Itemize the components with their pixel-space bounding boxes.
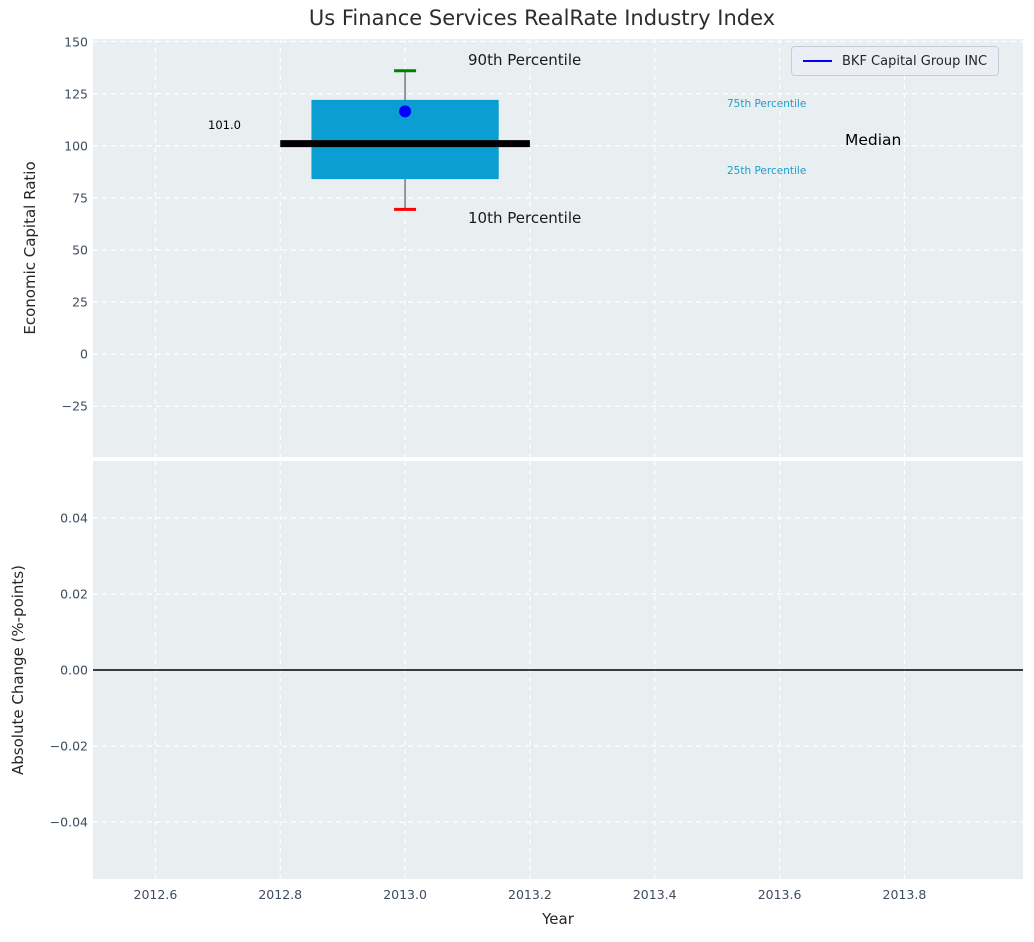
top-y-tick-label: 0 [80, 346, 88, 362]
legend-line-icon [803, 60, 832, 62]
x-tick-label: 2013.0 [383, 887, 427, 902]
legend: BKF Capital Group INC [791, 46, 1000, 76]
bottom-y-tick-label: −0.04 [49, 814, 88, 830]
annotation-75th-percentile: 75th Percentile [727, 98, 807, 110]
top-y-tick-label: 100 [64, 138, 88, 154]
x-axis-label: Year [542, 910, 574, 928]
top-axes-background [93, 39, 1023, 457]
annotation-10th-percentile: 10th Percentile [468, 209, 582, 227]
x-tick-label: 2012.6 [133, 887, 178, 902]
bottom-y-tick-label: 0.00 [60, 662, 88, 678]
top-y-tick-label: 50 [72, 242, 88, 258]
annotation-90th-percentile: 90th Percentile [468, 51, 582, 69]
x-tick-label: 2013.4 [632, 887, 677, 902]
chart-title: Us Finance Services RealRate Industry In… [308, 6, 776, 30]
bottom-y-axis-label: Absolute Change (%-points) [9, 565, 27, 775]
legend-label: BKF Capital Group INC [842, 53, 988, 69]
x-tick-label: 2013.6 [757, 887, 802, 902]
median-value-label: 101.0 [208, 118, 241, 132]
x-tick-label: 2013.8 [882, 887, 927, 902]
bottom-y-tick-label: 0.02 [60, 586, 88, 602]
top-y-tick-label: 25 [72, 294, 88, 310]
top-y-tick-label: −25 [61, 398, 88, 414]
annotation-25th-percentile: 25th Percentile [727, 165, 807, 177]
bottom-axes-background [93, 461, 1023, 879]
x-tick-label: 2012.8 [258, 887, 303, 902]
top-y-axis-label: Economic Capital Ratio [21, 161, 39, 335]
annotation-median: Median [845, 131, 902, 149]
bottom-y-tick-label: −0.02 [49, 738, 88, 754]
top-y-tick-label: 75 [72, 190, 88, 206]
x-tick-label: 2013.2 [508, 887, 552, 902]
top-y-tick-label: 150 [64, 34, 88, 49]
top-y-tick-label: 125 [64, 86, 88, 102]
bottom-y-tick-label: 0.04 [60, 510, 88, 526]
